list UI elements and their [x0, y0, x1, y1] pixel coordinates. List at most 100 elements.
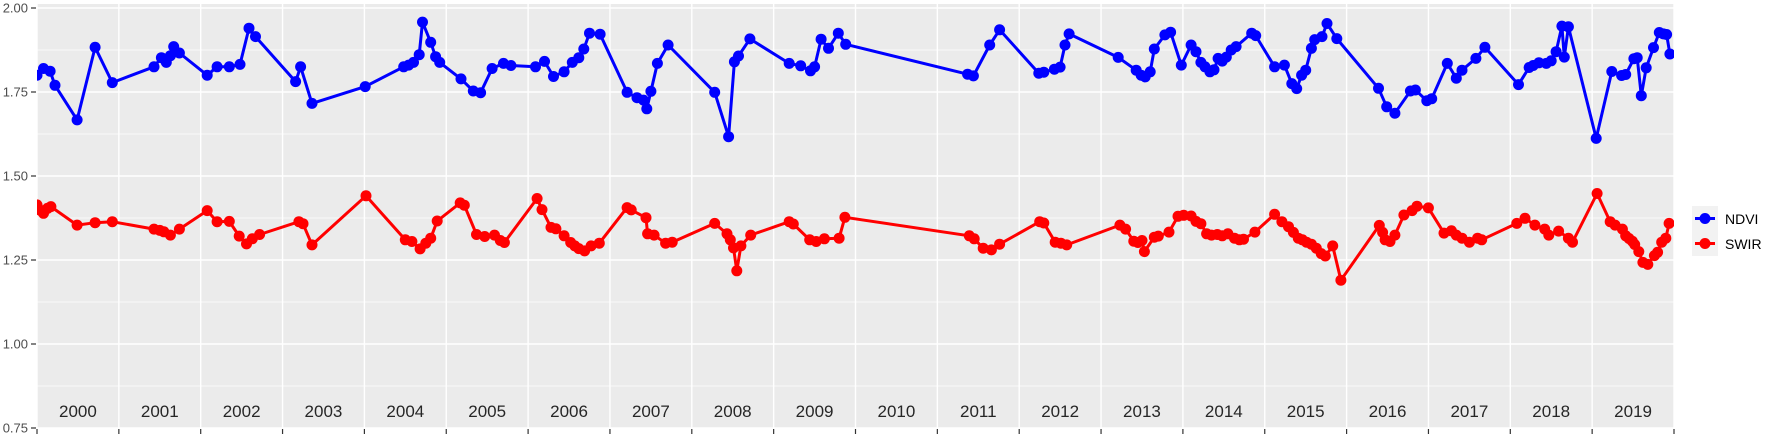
y-axis-label-2.00: 2.00 — [3, 1, 28, 16]
swir-data-point — [425, 232, 437, 244]
swir-data-point — [787, 218, 799, 230]
swir-data-point — [106, 216, 118, 228]
ndvi-data-point — [359, 81, 371, 93]
ndvi-data-point — [584, 27, 595, 39]
ndvi-data-point — [1175, 59, 1187, 71]
x-axis-label-2002: 2002 — [223, 402, 261, 421]
swir-data-point — [1152, 230, 1164, 242]
swir-data-point — [431, 215, 443, 227]
swir-data-point — [223, 215, 235, 227]
swir-data-point — [458, 199, 470, 211]
y-axis-labels: 0.75 1.00 1.25 1.50 1.75 2.00 — [3, 1, 28, 436]
swir-data-point — [1660, 232, 1672, 244]
ndvi-data-point — [106, 77, 118, 89]
x-axis-label-2008: 2008 — [714, 402, 752, 421]
ndvi-data-point — [651, 57, 663, 69]
swir-legend-key-icon — [1692, 231, 1718, 256]
ndvi-data-point — [1063, 28, 1075, 40]
ndvi-data-point — [455, 73, 467, 85]
ndvi-data-point — [1208, 64, 1220, 76]
x-axis-label-2001: 2001 — [141, 402, 179, 421]
ndvi-data-point — [234, 58, 246, 70]
swir-data-point — [1519, 212, 1531, 224]
ndvi-data-point — [211, 61, 223, 73]
ndvi-data-point — [223, 61, 235, 73]
swir-data-point — [1422, 202, 1434, 214]
ndvi-data-point — [413, 49, 425, 61]
ndvi-data-point — [486, 63, 498, 74]
ndvi-data-point — [434, 56, 446, 68]
x-axis-label-2012: 2012 — [1041, 402, 1079, 421]
ndvi-data-point — [1545, 55, 1557, 67]
ndvi-data-point — [295, 61, 307, 73]
swir-data-point — [531, 193, 543, 204]
x-axis-label-2019: 2019 — [1614, 402, 1652, 421]
swir-data-point — [71, 219, 83, 231]
swir-data-point — [1511, 217, 1523, 229]
ndvi-data-point — [641, 103, 653, 115]
ndvi-data-point — [425, 36, 437, 48]
ndvi-data-point — [809, 61, 821, 73]
swir-data-point — [1398, 209, 1410, 221]
swir-data-point — [977, 242, 989, 254]
x-axis-label-2000: 2000 — [59, 402, 97, 421]
swir-data-point — [839, 211, 851, 223]
ndvi-data-point — [1300, 64, 1312, 76]
ndvi-series-markers — [37, 16, 1674, 144]
ndvi-data-point — [1664, 48, 1674, 60]
ndvi-data-point — [250, 31, 261, 43]
ndvi-data-point — [558, 66, 570, 78]
swir-data-point — [1476, 234, 1488, 246]
ndvi-data-point — [548, 71, 559, 82]
swir-data-point — [360, 190, 372, 202]
ndvi-data-point — [475, 87, 487, 99]
swir-data-point — [558, 230, 570, 242]
ndvi-data-point — [1441, 57, 1453, 69]
y-axis-label-0.75: 0.75 — [3, 421, 28, 436]
x-axis-label-2014: 2014 — [1205, 402, 1243, 421]
swir-data-point — [1269, 208, 1281, 220]
swir-data-point — [173, 223, 185, 235]
swir-data-point — [1327, 240, 1339, 252]
ndvi-data-point — [984, 39, 996, 51]
x-axis-label-2007: 2007 — [632, 402, 670, 421]
ndvi-data-point — [1148, 43, 1160, 55]
ndvi-data-point — [573, 52, 585, 64]
ndvi-data-point — [1550, 46, 1562, 58]
ndvi-data-point — [662, 39, 674, 51]
ndvi-data-point — [1631, 52, 1643, 64]
swir-data-point — [536, 204, 548, 216]
ndvi-data-point — [1640, 62, 1652, 74]
swir-data-point — [1238, 233, 1249, 245]
swir-data-point — [164, 229, 176, 241]
swir-data-point — [1553, 225, 1565, 237]
x-axis-label-2009: 2009 — [796, 402, 834, 421]
ndvi-data-point — [1558, 51, 1570, 63]
ndvi-data-point — [530, 61, 541, 73]
swir-data-point — [1038, 217, 1050, 229]
swir-data-point — [1249, 226, 1261, 238]
swir-data-point — [1163, 226, 1175, 238]
swir-data-point — [233, 230, 245, 242]
ndvi-data-point — [578, 43, 590, 55]
ndvi-data-point — [1389, 107, 1401, 119]
swir-data-point — [745, 229, 757, 241]
ndvi-data-point — [1165, 26, 1177, 38]
ndvi-data-point — [1305, 42, 1317, 54]
swir-data-point — [45, 201, 57, 213]
ndvi-data-point — [832, 27, 844, 39]
swir-data-point — [1642, 258, 1654, 270]
swir-data-point — [1543, 229, 1555, 241]
ndvi-data-point — [148, 61, 160, 73]
ndvi-data-point — [539, 55, 550, 67]
ndvi-data-point — [621, 86, 633, 98]
legend-label-ndvi: NDVI — [1725, 210, 1759, 227]
y-axis-label-1.75: 1.75 — [3, 85, 28, 100]
ndvi-data-point — [1230, 41, 1242, 53]
x-axis-label-2010: 2010 — [878, 402, 916, 421]
swir-data-point — [1529, 219, 1541, 231]
ndvi-data-point — [823, 42, 834, 54]
ndvi-data-point — [1479, 41, 1491, 53]
series-layer — [37, 16, 1674, 286]
